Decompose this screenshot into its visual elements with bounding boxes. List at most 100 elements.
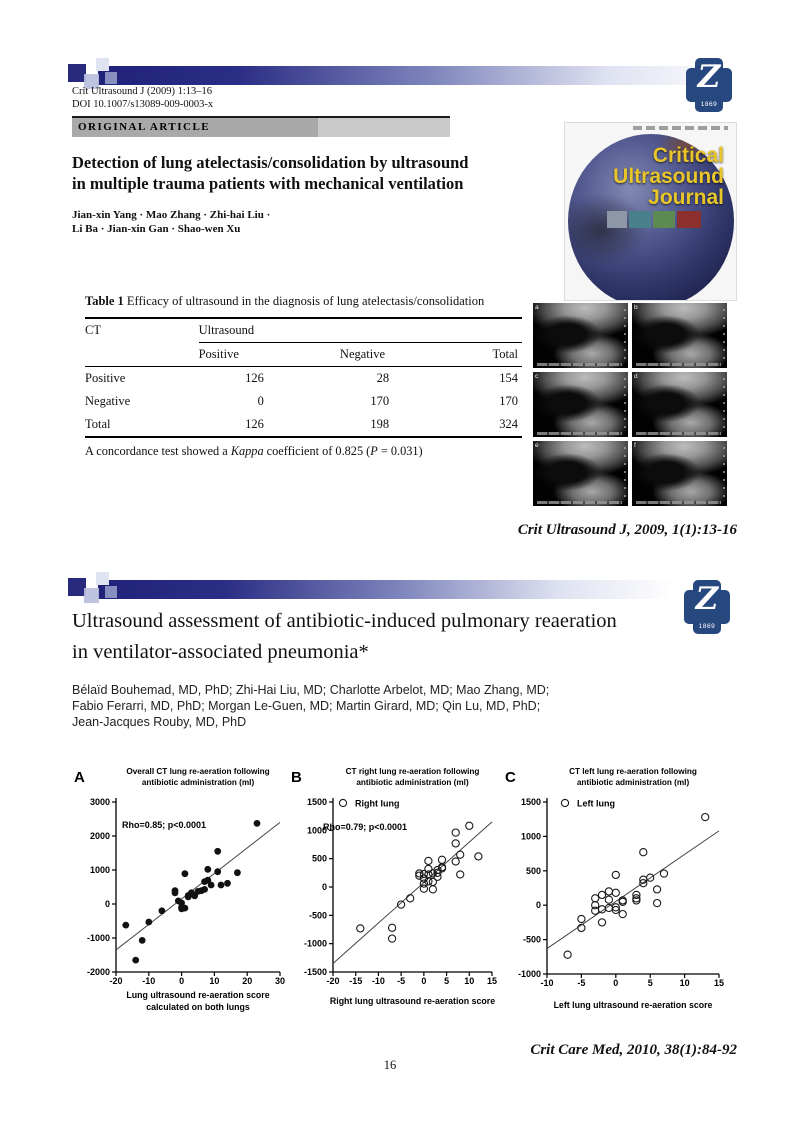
- data-point: [639, 879, 648, 888]
- data-point: [181, 904, 189, 912]
- decorative-square: [105, 72, 117, 84]
- ultrasound-image: f: [632, 441, 727, 506]
- data-point: [122, 921, 130, 929]
- paper1-title-line1: Detection of lung atelectasis/consolidat…: [72, 153, 469, 172]
- data-point: [214, 868, 222, 876]
- data-point: [224, 879, 231, 887]
- chart-text: 15: [714, 978, 724, 988]
- ultrasound-image-label: d: [634, 373, 638, 380]
- data-point: [465, 821, 474, 830]
- data-point: [639, 848, 648, 857]
- chart-text: CT right lung re-aeration following: [346, 767, 480, 776]
- paper2-citation: Crit Care Med, 2010, 38(1):84-92: [530, 1042, 737, 1058]
- chart-text: -1000: [518, 969, 541, 979]
- chart-text: 0: [421, 976, 426, 986]
- ultrasound-image: b: [632, 303, 727, 368]
- university-logo: Z 1869: [686, 58, 732, 112]
- data-point: [597, 890, 607, 900]
- logo-letter: Z: [695, 581, 719, 617]
- chart-text: Rho=0.85; p<0.0001: [122, 820, 206, 830]
- chart-text: 0: [322, 882, 327, 892]
- chart-text: -20: [109, 976, 122, 986]
- chart-text: Left lung: [577, 799, 615, 809]
- data-point: [171, 887, 179, 895]
- table-row: Negative 0 170 170: [85, 390, 522, 413]
- chart-panel-a: A Overall CT lung re-aeration following an…: [70, 762, 290, 1024]
- chart-panel-c: C CT left lung re-aeration following antib…: [501, 762, 729, 1024]
- paper1-authors-line1: Jian-xin Yang · Mao Zhang · Zhi-hai Liu …: [72, 209, 271, 221]
- data-point: [204, 865, 212, 873]
- cover-journal-title: Critical Ultrasound Journal: [613, 145, 724, 208]
- paper2-authors-line2: Fabio Ferarri, MD, PhD; Morgan Le-Guen, …: [72, 699, 541, 713]
- article-type-badge: ORIGINAL ARTICLE: [72, 118, 318, 137]
- cover-photo-thumbnail: [653, 211, 675, 228]
- chart-text: antibiotic administration (ml): [356, 778, 469, 787]
- data-point: [652, 885, 662, 894]
- table1-caption-label: Table 1: [85, 294, 124, 308]
- cover-title-line3: Journal: [648, 186, 724, 209]
- table-row: Total 126 198 324: [85, 412, 522, 438]
- chart-text: Right lung: [355, 799, 400, 809]
- footnote-text: A concordance test showed a: [85, 443, 231, 458]
- data-point: [611, 905, 620, 915]
- chart-text: -15: [349, 976, 362, 986]
- table1: Table 1 Efficacy of ultrasound in the di…: [85, 293, 522, 459]
- data-point: [387, 934, 397, 943]
- paper2-authors-line1: Bélaïd Bouhemad, MD, PhD; Zhi-Hai Liu, M…: [72, 683, 550, 697]
- chart-text: -10: [540, 978, 553, 988]
- scatter-chart-right-lung: B CT right lung re-aeration following anti…: [291, 767, 497, 1006]
- data-point: [632, 890, 641, 900]
- decorative-square: [105, 586, 117, 598]
- logo-shape: [684, 589, 730, 625]
- chart-text: -500: [523, 935, 541, 945]
- decorative-square: [96, 58, 109, 71]
- chart-text: -10: [372, 976, 385, 986]
- data-point: [145, 918, 153, 926]
- chart-text: 10: [464, 976, 474, 986]
- paper2-authors-line3: Jean-Jacques Rouby, MD, PhD: [72, 715, 247, 729]
- table1-cell: 0: [257, 393, 264, 408]
- data-point: [451, 828, 460, 837]
- data-point: [419, 884, 429, 893]
- scatter-chart-overall: A Overall CT lung re-aeration following an…: [74, 767, 285, 1012]
- data-point: [618, 909, 627, 919]
- chart-text: -1000: [87, 933, 110, 943]
- chart-text: 1500: [307, 797, 327, 807]
- data-point: [597, 918, 607, 927]
- scatter-chart-left-lung: C CT left lung re-aeration following antib…: [505, 767, 724, 1010]
- chart-text: 0: [613, 978, 618, 988]
- chart-text: CT left lung re-aeration following: [569, 767, 697, 776]
- table1-cell: 170: [499, 393, 518, 408]
- header-decoration-1: [68, 58, 800, 102]
- decorative-square: [84, 588, 99, 603]
- chart-text: Left lung ultrasound re-aeration score: [554, 1000, 713, 1010]
- data-point: [132, 956, 140, 964]
- chart-text: -10: [142, 976, 155, 986]
- logo-year: 1869: [698, 623, 716, 630]
- table1-cell: 324: [417, 412, 522, 438]
- data-point: [604, 887, 614, 896]
- data-point: [424, 856, 433, 866]
- table1-cell: 28: [376, 370, 390, 385]
- chart-text: Rho=0.79; p<0.0001: [323, 822, 407, 832]
- paper1-title: Detection of lung atelectasis/consolidat…: [72, 152, 468, 194]
- table1-row-label: Total: [85, 412, 199, 438]
- data-point: [646, 873, 655, 882]
- chart-text: 15: [487, 976, 497, 986]
- paper1-citation: Crit Ultrasound J, 2009, 1(1):13-16: [517, 522, 737, 538]
- header-gradient-bar: [98, 580, 675, 599]
- chart-line: [332, 821, 493, 964]
- table-row: Positive 126 28 154: [85, 366, 522, 390]
- chart-text: antibiotic administration (ml): [577, 778, 690, 787]
- chart-text: 1000: [307, 825, 327, 835]
- ultrasound-image: d: [632, 372, 727, 437]
- paper2-authors: Bélaïd Bouhemad, MD, PhD; Zhi-Hai Liu, M…: [72, 682, 549, 730]
- chart-text: Overall CT lung re-aeration following: [126, 767, 269, 776]
- data-point: [456, 850, 465, 859]
- chart-text: A: [74, 769, 85, 786]
- chart-text: 5: [648, 978, 653, 988]
- data-point: [591, 894, 600, 903]
- chart-text: -1000: [304, 939, 327, 949]
- chart-text: 0: [536, 900, 541, 910]
